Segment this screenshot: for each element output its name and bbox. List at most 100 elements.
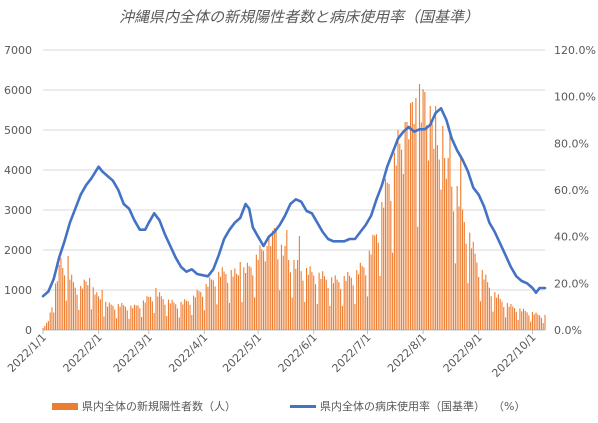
bar <box>297 260 299 330</box>
bar <box>275 230 277 330</box>
bar <box>444 158 446 330</box>
chart-title: 沖縄県内全体の新規陽性者数と病床使用率（国基準） <box>118 8 479 26</box>
bar <box>63 275 66 330</box>
bar <box>212 280 214 330</box>
bar <box>257 259 259 330</box>
bar <box>386 182 388 330</box>
bar <box>243 267 245 330</box>
bar <box>169 303 171 330</box>
bar <box>92 287 94 330</box>
bar <box>46 322 48 330</box>
bar <box>98 296 100 330</box>
bar <box>248 265 250 330</box>
bar <box>85 281 87 330</box>
bar <box>262 250 265 330</box>
bar <box>454 263 456 330</box>
bar <box>282 255 284 330</box>
bar <box>497 294 499 330</box>
bar <box>182 304 184 330</box>
bar <box>515 311 517 330</box>
y-axis-left: 0 1000 2000 3000 4000 5000 6000 7000 <box>4 44 32 337</box>
bar <box>160 296 162 330</box>
bar <box>368 250 370 330</box>
bar <box>513 308 516 330</box>
bar <box>528 315 530 330</box>
bar <box>492 311 494 330</box>
bar <box>241 302 243 330</box>
bar <box>203 310 205 330</box>
bar <box>313 275 315 330</box>
bar <box>490 296 492 330</box>
bar <box>246 262 248 330</box>
bar <box>164 304 166 330</box>
bar <box>279 290 281 330</box>
bar-series <box>42 84 546 331</box>
bar <box>503 307 505 330</box>
bar <box>476 262 478 330</box>
bar <box>89 278 91 330</box>
bar <box>105 302 107 330</box>
bar <box>349 275 351 330</box>
line-series <box>41 107 547 298</box>
bar <box>338 282 340 330</box>
bar <box>53 312 55 330</box>
y-left-tick-label: 5000 <box>4 124 32 137</box>
bar <box>76 294 78 330</box>
bar <box>436 145 438 330</box>
bar <box>298 236 300 330</box>
bar <box>184 299 186 330</box>
bar <box>470 248 473 330</box>
y-right-tick-label: 40.0% <box>554 231 589 244</box>
bar <box>157 296 159 330</box>
bar <box>225 274 227 330</box>
bar <box>445 178 447 330</box>
bar <box>467 283 469 330</box>
bar <box>223 271 225 330</box>
bar <box>234 268 236 330</box>
bar <box>227 282 229 330</box>
combo-chart: 0 1000 2000 3000 4000 5000 6000 7000 0.0% 20.0% 4… <box>4 44 596 380</box>
legend: 県内全体の新規陽性者数（人） 県内全体の病床使用率（国基準） （%） <box>0 398 598 418</box>
y-left-tick-label: 4000 <box>4 164 32 177</box>
bar <box>268 238 270 330</box>
bar <box>119 306 121 330</box>
bar <box>540 317 542 330</box>
bar <box>413 123 415 330</box>
y-right-tick-label: 80.0% <box>554 137 589 150</box>
bar <box>60 258 62 330</box>
bar <box>361 265 363 330</box>
bar <box>357 274 360 330</box>
bar <box>198 291 200 330</box>
bar <box>508 306 510 330</box>
bar <box>435 106 437 330</box>
bar <box>266 246 268 330</box>
bar <box>340 288 342 330</box>
bar <box>150 296 152 330</box>
bar <box>295 268 297 330</box>
bar <box>483 279 485 330</box>
bar <box>404 122 406 330</box>
x-tick-label: 2022/7/1 <box>330 331 374 375</box>
bar <box>171 299 173 330</box>
legend-item-line[interactable]: 県内全体の病床使用率（国基準） （%） <box>290 398 525 414</box>
bar <box>522 308 525 330</box>
bar <box>236 273 238 330</box>
legend-bar-swatch <box>52 402 78 410</box>
bar <box>307 274 309 330</box>
y-left-tick-label: 2000 <box>4 244 32 257</box>
bar <box>62 268 64 330</box>
bar <box>401 149 403 330</box>
bar <box>101 290 103 330</box>
bar <box>472 241 474 330</box>
bar <box>277 259 279 330</box>
bar <box>544 314 546 330</box>
bar <box>293 260 295 330</box>
bar <box>44 326 46 330</box>
bar <box>526 312 528 330</box>
bar <box>345 280 347 330</box>
bar <box>103 316 105 330</box>
legend-item-bars[interactable]: 県内全体の新規陽性者数（人） <box>52 398 236 414</box>
bar <box>121 302 123 330</box>
bar <box>510 303 512 330</box>
bar <box>228 302 231 330</box>
